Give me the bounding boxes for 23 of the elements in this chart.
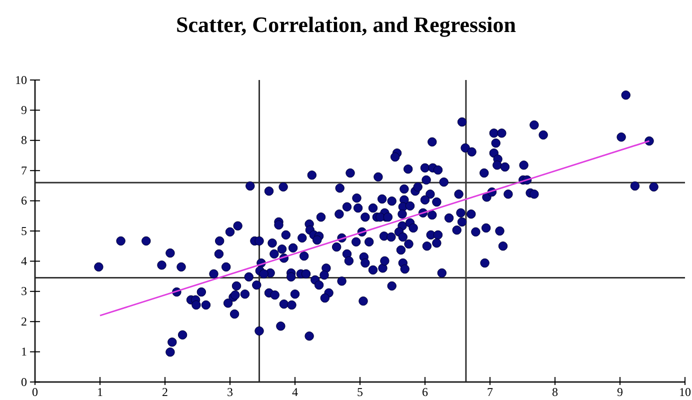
x-tick-label: 3 [227, 384, 233, 399]
x-tick-label: 7 [487, 384, 493, 399]
y-tick-label: 2 [21, 314, 27, 328]
x-tick-label: 2 [162, 384, 168, 399]
chart-title: Scatter, Correlation, and Regression [176, 12, 516, 37]
x-tick-label: 6 [422, 384, 428, 399]
y-tick-label: 0 [21, 374, 27, 389]
y-tick-label: 7 [21, 163, 27, 178]
y-tick-label: 9 [21, 103, 27, 118]
y-tick-label: 8 [21, 133, 27, 148]
y-tick-label: 6 [21, 194, 27, 208]
x-tick-label: 9 [617, 384, 623, 399]
x-tick-label: 0 [32, 384, 38, 399]
x-tick-label: 5 [357, 384, 363, 399]
y-tick-label: 1 [21, 344, 27, 359]
x-tick-label: 4 [292, 384, 298, 399]
x-tick-label: 10 [679, 384, 691, 399]
x-tick-label: 1 [97, 384, 103, 399]
x-tick-label: 8 [552, 384, 558, 399]
y-tick-label: 4 [21, 254, 27, 268]
y-tick-label: 10 [15, 72, 27, 87]
y-tick-label: 3 [21, 284, 27, 298]
y-tick-label: 5 [21, 224, 27, 238]
